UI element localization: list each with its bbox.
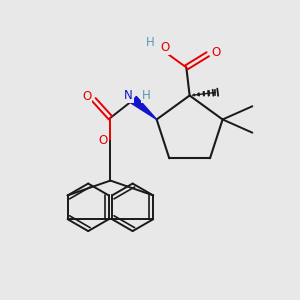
Text: O: O <box>212 46 221 59</box>
Text: O: O <box>98 134 108 147</box>
Text: O: O <box>82 90 91 103</box>
Text: H: H <box>142 89 151 102</box>
Text: H: H <box>146 36 154 49</box>
Text: O: O <box>160 41 170 54</box>
Text: N: N <box>124 89 133 102</box>
Polygon shape <box>131 96 157 119</box>
